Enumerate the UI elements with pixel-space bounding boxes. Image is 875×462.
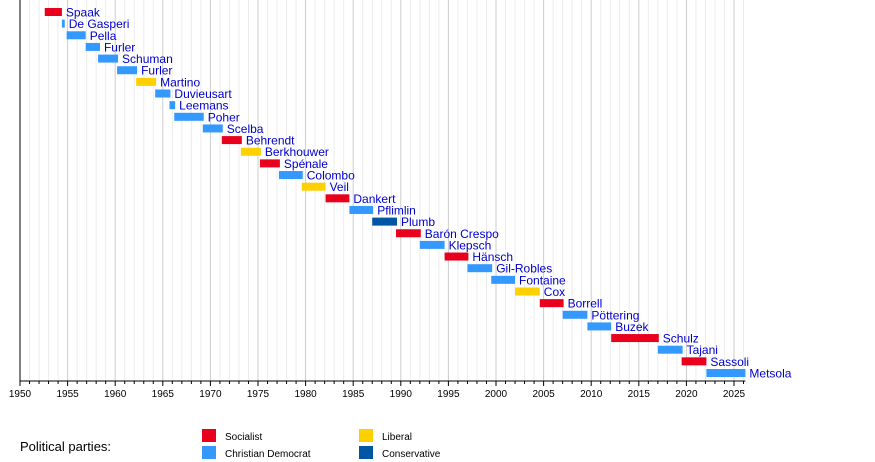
term-label: Klepsch (449, 238, 492, 252)
x-tick-label: 1980 (294, 389, 317, 400)
term-bar (467, 264, 493, 273)
term-label: Metsola (749, 366, 791, 380)
term-bar (301, 182, 326, 191)
term-bar (98, 54, 119, 63)
term-label: Behrendt (246, 134, 295, 148)
term-bar (515, 287, 540, 296)
term-bar (539, 299, 564, 308)
term-bar (587, 322, 612, 331)
legend-swatch (202, 446, 216, 459)
term-bar (681, 357, 707, 366)
legend-swatch (359, 429, 373, 442)
term-bar (657, 345, 683, 354)
legend-label: Conservative (382, 449, 441, 460)
term-bar (325, 194, 350, 203)
x-tick-label: 1985 (342, 389, 365, 400)
x-tick-label: 1970 (199, 389, 222, 400)
term-label: Cox (544, 285, 565, 299)
term-bar (61, 19, 65, 28)
legend-swatch (202, 429, 216, 442)
legend-label: Socialist (225, 432, 262, 443)
term-bar (419, 240, 445, 249)
x-tick-label: 2025 (723, 389, 746, 400)
term-label: Sassoli (710, 355, 749, 369)
term-bar (278, 171, 303, 180)
term-label: Gil-Robles (496, 262, 552, 276)
x-tick-label: 1990 (390, 389, 413, 400)
term-label: Schulz (663, 332, 699, 346)
term-bar (174, 112, 204, 121)
x-tick-label: 2000 (485, 389, 508, 400)
term-label: Duvieusart (174, 87, 232, 101)
x-tick-label: 1995 (437, 389, 460, 400)
term-label: Borrell (568, 297, 603, 311)
term-label: Hänsch (472, 250, 513, 264)
legend: Political parties: Socialist Christian De… (20, 429, 441, 460)
term-label: Buzek (615, 320, 649, 334)
x-tick-label: 1960 (104, 389, 127, 400)
term-label: Furler (141, 64, 172, 78)
x-tick-label: 2015 (628, 389, 651, 400)
term-bar (349, 205, 374, 214)
term-label: Spaak (66, 6, 101, 20)
x-tick-label: 2005 (532, 389, 555, 400)
term-bar (444, 252, 469, 261)
term-bar (155, 89, 171, 98)
legend-label: Liberal (382, 432, 412, 443)
x-tick-label: 2020 (675, 389, 698, 400)
term-label: Berkhouwer (265, 145, 329, 159)
term-bar (136, 77, 157, 86)
term-label: Barón Crespo (425, 227, 499, 241)
term-label: Pöttering (591, 308, 639, 322)
term-label: Martino (160, 75, 200, 89)
term-bar (221, 136, 242, 145)
term-bar (706, 368, 746, 377)
x-axis: 1950 1955 1960 1965 1970 1975 1980 1985 1990 1995… (9, 0, 746, 400)
term-label: De Gasperi (69, 17, 130, 31)
term-label: Fontaine (519, 273, 566, 287)
term-label: Schuman (122, 52, 173, 66)
x-tick-label: 1965 (152, 389, 175, 400)
term-label: Spénale (284, 157, 328, 171)
term-label: Leemans (179, 99, 228, 113)
x-tick-label: 2010 (580, 389, 603, 400)
term-bar (259, 159, 280, 168)
term-label: Pella (90, 29, 117, 43)
term-bar (491, 275, 516, 284)
grid (29, 0, 745, 381)
term-bar (85, 42, 100, 51)
term-label: Colombo (307, 169, 355, 183)
term-bar (44, 8, 62, 16)
term-bar (611, 334, 659, 343)
term-label: Furler (104, 40, 135, 54)
term-label: Plumb (401, 215, 435, 229)
x-tick-label: 1955 (56, 389, 79, 400)
x-tick-label: 1975 (247, 389, 270, 400)
term-label: Tajani (687, 343, 718, 357)
term-bar (372, 217, 397, 226)
term-bar (396, 229, 421, 238)
x-tick-label: 1950 (9, 389, 32, 400)
term-bar (240, 147, 261, 156)
term-bar (117, 66, 138, 75)
legend-label: Christian Democrat (225, 449, 311, 460)
term-label: Poher (208, 110, 240, 124)
term-bar (66, 31, 86, 40)
term-label: Veil (330, 180, 349, 194)
term-label: Pflimlin (377, 203, 416, 217)
legend-swatch (359, 446, 373, 459)
term-bar (169, 101, 176, 110)
term-label: Dankert (353, 192, 396, 206)
term-bar (562, 310, 588, 319)
term-bar (202, 124, 223, 133)
term-label: Scelba (227, 122, 264, 136)
legend-title: Political parties: (20, 439, 111, 454)
